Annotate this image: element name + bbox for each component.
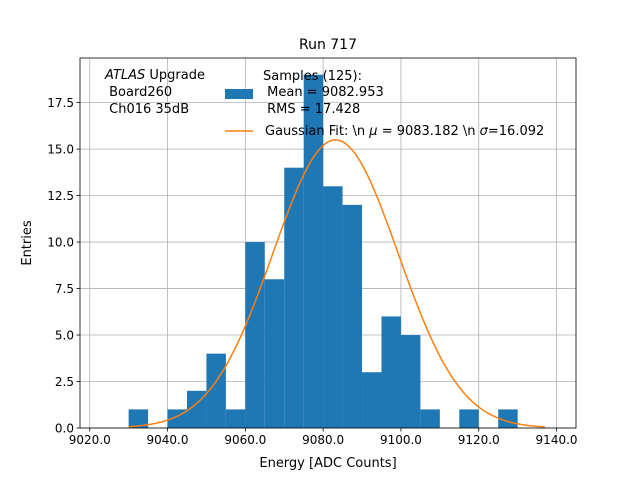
y-tick-label: 17.5 [47, 96, 74, 110]
histogram-bar [381, 316, 401, 428]
legend-fit-mu: μ [368, 124, 377, 139]
x-tick-label: 9040.0 [147, 433, 189, 447]
legend-fit-post: =16.092 [488, 124, 544, 139]
y-tick-label: 0.0 [55, 422, 74, 436]
histogram-bar [323, 186, 343, 428]
x-axis-label: Energy [ADC Counts] [259, 456, 396, 471]
y-axis-ticks: 0.0 2.5 5.0 7.5 10.0 12.5 15.0 17.5 [47, 96, 80, 436]
upgrade-label: Upgrade [145, 68, 205, 83]
y-tick-label: 15.0 [47, 143, 74, 157]
y-tick-label: 10.0 [47, 236, 74, 250]
legend: Samples (125): Mean = 9082.953 RMS = 17.… [225, 69, 544, 139]
x-tick-label: 9020.0 [69, 433, 111, 447]
atlas-annotation-line2: Board260 [105, 85, 172, 100]
histogram-bar [400, 335, 421, 428]
histogram-bar [264, 279, 285, 428]
y-tick-label: 7.5 [55, 282, 74, 296]
atlas-annotation-line1: ATLAS Upgrade [104, 68, 205, 83]
x-axis-ticks: 9020.0 9040.0 9060.0 9080.0 9100.0 9120.0 9140… [69, 428, 578, 447]
y-axis-label: Entries [20, 220, 35, 266]
atlas-label: ATLAS [104, 68, 145, 83]
legend-hist-label-2: Mean = 9082.953 [263, 85, 384, 100]
chart-title: Run 717 [299, 37, 357, 53]
histogram-bar [206, 353, 226, 428]
x-tick-label: 9080.0 [302, 433, 344, 447]
histogram-bar [128, 409, 149, 428]
histogram-bars [128, 74, 518, 428]
legend-hist-label-1: Samples (125): [263, 69, 362, 84]
legend-fit-sigma: σ [480, 124, 489, 139]
axes-frame [79, 57, 577, 429]
x-tick-label: 9120.0 [458, 433, 500, 447]
histogram-bar [459, 409, 479, 428]
legend-fit-mid: = 9083.182 \n [378, 124, 480, 139]
legend-hist-swatch [225, 89, 253, 99]
histogram-bar [303, 74, 324, 428]
atlas-annotation-line3: Ch016 35dB [105, 102, 189, 117]
histogram-bar [245, 242, 265, 428]
gaussian-fit-curve [128, 139, 545, 428]
y-tick-label: 12.5 [47, 189, 74, 203]
histogram-bar [420, 409, 440, 428]
y-tick-label: 2.5 [55, 375, 74, 389]
legend-hist-label-3: RMS = 17.428 [263, 102, 360, 117]
x-tick-label: 9140.0 [536, 433, 578, 447]
legend-fit-label: Gaussian Fit: \n μ = 9083.182 \n σ=16.09… [265, 124, 544, 139]
y-tick-label: 5.0 [55, 329, 74, 343]
histogram-bar [186, 390, 207, 428]
histogram-bar [362, 372, 382, 428]
histogram-bar [225, 409, 246, 428]
histogram-bar [342, 204, 363, 428]
legend-fit-pre: Gaussian Fit: \n [265, 124, 369, 139]
x-tick-label: 9100.0 [380, 433, 422, 447]
histogram-bar [284, 167, 304, 428]
x-tick-label: 9060.0 [224, 433, 266, 447]
